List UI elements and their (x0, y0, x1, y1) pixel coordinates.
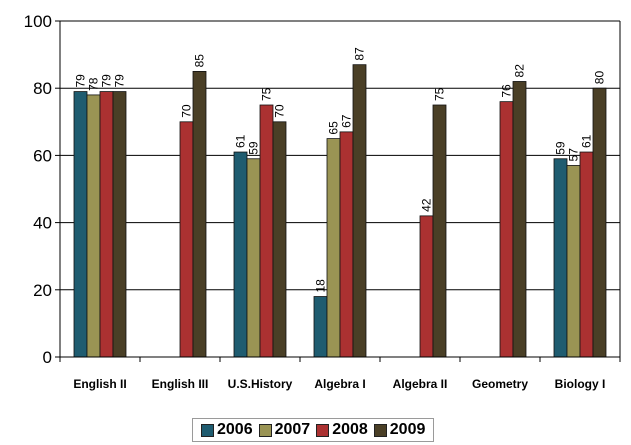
bar (579, 151, 594, 358)
bar-series (73, 64, 607, 358)
x-category-label: Algebra I (314, 377, 365, 391)
bar (566, 165, 581, 358)
data-label: 57 (567, 148, 581, 162)
data-label: 79 (113, 74, 127, 88)
legend-label: 2009 (389, 421, 426, 438)
legend-item: 2007 (258, 421, 311, 439)
data-label: 79 (74, 74, 88, 88)
y-tick-label: 60 (33, 146, 52, 165)
bar (592, 87, 607, 358)
bar (553, 158, 568, 358)
bar (192, 71, 207, 358)
x-category-label: Geometry (472, 377, 528, 391)
y-tick-label: 20 (33, 281, 52, 300)
legend-swatch (316, 423, 330, 437)
data-label: 42 (420, 198, 434, 212)
x-category-label: English III (152, 377, 209, 391)
data-label: 70 (273, 104, 287, 118)
bar (233, 151, 248, 358)
data-label: 65 (327, 121, 341, 135)
bar (179, 121, 194, 358)
bar (352, 64, 367, 358)
bar (313, 296, 328, 358)
x-category-label: English II (73, 377, 126, 391)
data-label: 79 (100, 74, 114, 88)
data-label: 76 (500, 84, 514, 98)
legend-swatch (201, 423, 214, 437)
legend-item: 2006 (201, 421, 253, 439)
data-label: 61 (580, 134, 594, 148)
bar (86, 94, 101, 358)
data-label: 80 (593, 71, 607, 85)
data-label: 75 (260, 87, 274, 101)
legend-item: 2009 (373, 421, 426, 439)
x-axis-category-labels: English II English III U.S.History Algebra … (73, 377, 605, 391)
bar (512, 81, 527, 358)
bar (272, 121, 287, 358)
y-tick-label: 80 (33, 79, 52, 98)
data-label: 75 (433, 87, 447, 101)
y-tick-label: 100 (24, 12, 52, 31)
data-label: 82 (513, 64, 527, 78)
bar (259, 104, 274, 358)
y-tick-label: 0 (43, 348, 52, 367)
legend-label: 2007 (274, 421, 311, 438)
data-label: 78 (87, 77, 101, 91)
axes (55, 20, 621, 362)
bar (499, 101, 514, 358)
legend-label: 2008 (332, 421, 368, 438)
legend-label: 2006 (217, 421, 253, 438)
bar (246, 158, 261, 358)
legend-swatch (373, 423, 387, 437)
data-label: 67 (340, 114, 354, 128)
data-label: 85 (193, 54, 207, 68)
x-category-label: U.S.History (228, 377, 293, 391)
bar (432, 104, 447, 358)
data-label: 59 (554, 141, 568, 155)
legend: 2006 2007 2008 2009 (192, 418, 435, 442)
bar (339, 131, 354, 358)
data-label: 70 (180, 104, 194, 118)
bar (73, 91, 88, 358)
x-category-label: Biology I (555, 377, 606, 391)
legend-item: 2008 (316, 421, 368, 439)
x-category-label: Algebra II (393, 377, 448, 391)
data-label: 61 (234, 134, 248, 148)
data-label: 59 (247, 141, 261, 155)
y-tick-label: 40 (33, 214, 52, 233)
bar (419, 215, 434, 358)
data-label: 87 (353, 47, 367, 61)
legend-swatch (258, 423, 272, 437)
y-axis-tick-labels: 0 20 40 60 80 100 (24, 12, 52, 367)
bar (326, 138, 341, 358)
data-label: 18 (314, 279, 328, 293)
bar (112, 91, 127, 358)
bar (99, 91, 114, 358)
